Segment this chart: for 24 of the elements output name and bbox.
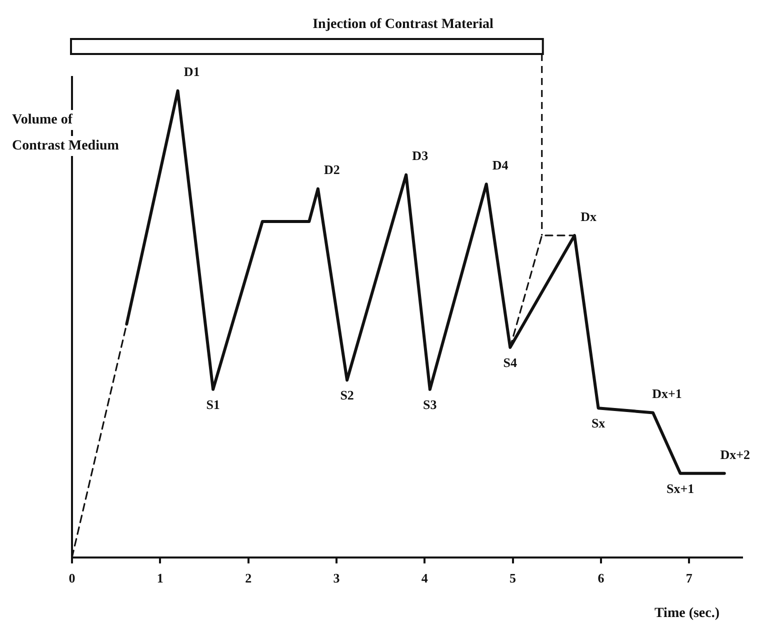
annotation: S3 [423, 396, 438, 412]
annotation: S1 [206, 396, 220, 412]
annotation: S4 [503, 354, 518, 370]
x-tick-label: 0 [68, 570, 76, 586]
annotation: S2 [340, 387, 354, 402]
annotation: Dx+2 [720, 446, 750, 462]
x-tick-label: 7 [686, 570, 693, 586]
y-axis-title: Volume of Contrast Medium [12, 112, 120, 154]
chart-title: Injection of Contrast Material [312, 17, 494, 32]
x-tick-label: 2 [245, 570, 252, 586]
annotation: Dx [580, 208, 597, 224]
x-tick-label: 1 [156, 570, 164, 586]
annotation: Sx [591, 415, 606, 430]
x-tick-label: 5 [510, 570, 517, 586]
annotation: D2 [324, 162, 340, 178]
annotation: D3 [412, 148, 429, 164]
annotation: D4 [492, 157, 509, 172]
annotation: Dx+1 [652, 386, 682, 402]
x-axis-title: Time (sec.) [654, 606, 720, 622]
x-tick-label: 6 [598, 570, 605, 586]
x-tick-label: 4 [421, 570, 428, 586]
annotation: Sx+1 [666, 480, 694, 496]
x-tick-label: 3 [333, 570, 340, 586]
annotation: D1 [184, 64, 200, 80]
